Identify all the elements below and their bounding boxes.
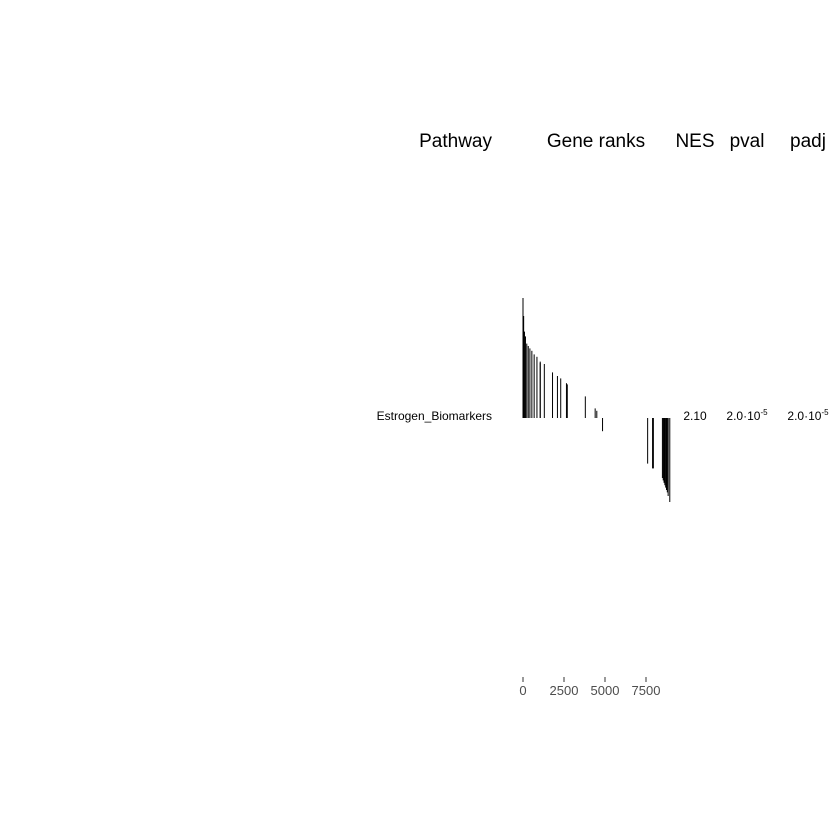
pathway-name: Estrogen_Biomarkers	[377, 409, 492, 423]
header-pathway: Pathway	[419, 131, 492, 152]
x-axis: 0 2500 5000 7500	[519, 677, 660, 698]
pval-exponent: -5	[760, 408, 768, 417]
header-padj: padj	[790, 131, 826, 152]
x-axis-tick-label: 5000	[591, 683, 620, 698]
header-nes: NES	[675, 131, 714, 152]
x-axis-tick-label: 2500	[550, 683, 579, 698]
header-pval: pval	[730, 131, 765, 152]
header-gene-ranks: Gene ranks	[547, 131, 645, 152]
x-axis-tick-label: 0	[519, 683, 526, 698]
pval-mantissa: 2.0·10	[726, 409, 760, 423]
padj-exponent: -5	[821, 408, 829, 417]
pval-value: 2.0·10-5	[726, 408, 768, 423]
nes-value: 2.10	[683, 409, 707, 423]
padj-mantissa: 2.0·10	[787, 409, 821, 423]
padj-value: 2.0·10-5	[787, 408, 829, 423]
x-axis-tick-label: 7500	[632, 683, 661, 698]
gene-rank-bars	[522, 298, 671, 502]
